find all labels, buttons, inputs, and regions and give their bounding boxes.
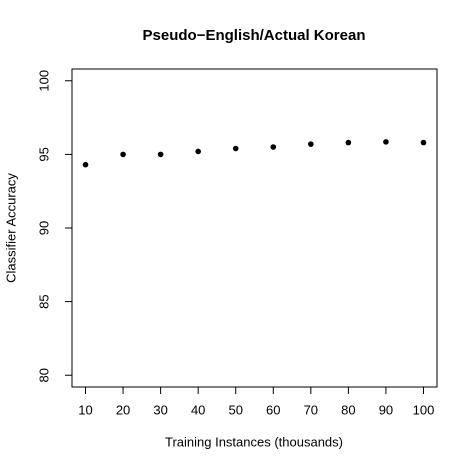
data-point xyxy=(420,139,427,146)
data-point xyxy=(345,139,352,146)
x-tick-label: 60 xyxy=(266,402,280,417)
data-point xyxy=(120,151,126,158)
x-tick-label: 70 xyxy=(304,402,318,417)
x-tick-label: 20 xyxy=(116,402,130,417)
x-axis-label: Training Instances (thousands) xyxy=(165,434,343,449)
y-tick-label: 80 xyxy=(36,368,51,382)
y-tick-label: 90 xyxy=(36,221,51,235)
plot-box xyxy=(71,68,438,388)
data-point xyxy=(82,161,89,168)
chart-title: Pseudo−English/Actual Korean xyxy=(143,27,366,44)
x-tick-label: 80 xyxy=(341,402,355,417)
x-tick-label: 30 xyxy=(153,402,167,417)
y-tick-label: 85 xyxy=(36,294,51,308)
y-axis-label: Classifier Accuracy xyxy=(3,173,18,283)
x-tick-label: 90 xyxy=(379,402,393,417)
data-point xyxy=(232,145,239,152)
data-point xyxy=(383,139,389,145)
x-tick-label: 40 xyxy=(191,402,205,417)
y-tick-label: 100 xyxy=(36,70,51,92)
data-point xyxy=(270,144,277,150)
x-tick-label: 100 xyxy=(413,402,435,417)
y-tick-label: 95 xyxy=(36,147,51,161)
data-point xyxy=(308,141,314,147)
data-point xyxy=(157,151,164,158)
x-tick-label: 50 xyxy=(228,402,242,417)
x-tick-label: 10 xyxy=(78,402,92,417)
data-point xyxy=(195,148,201,155)
